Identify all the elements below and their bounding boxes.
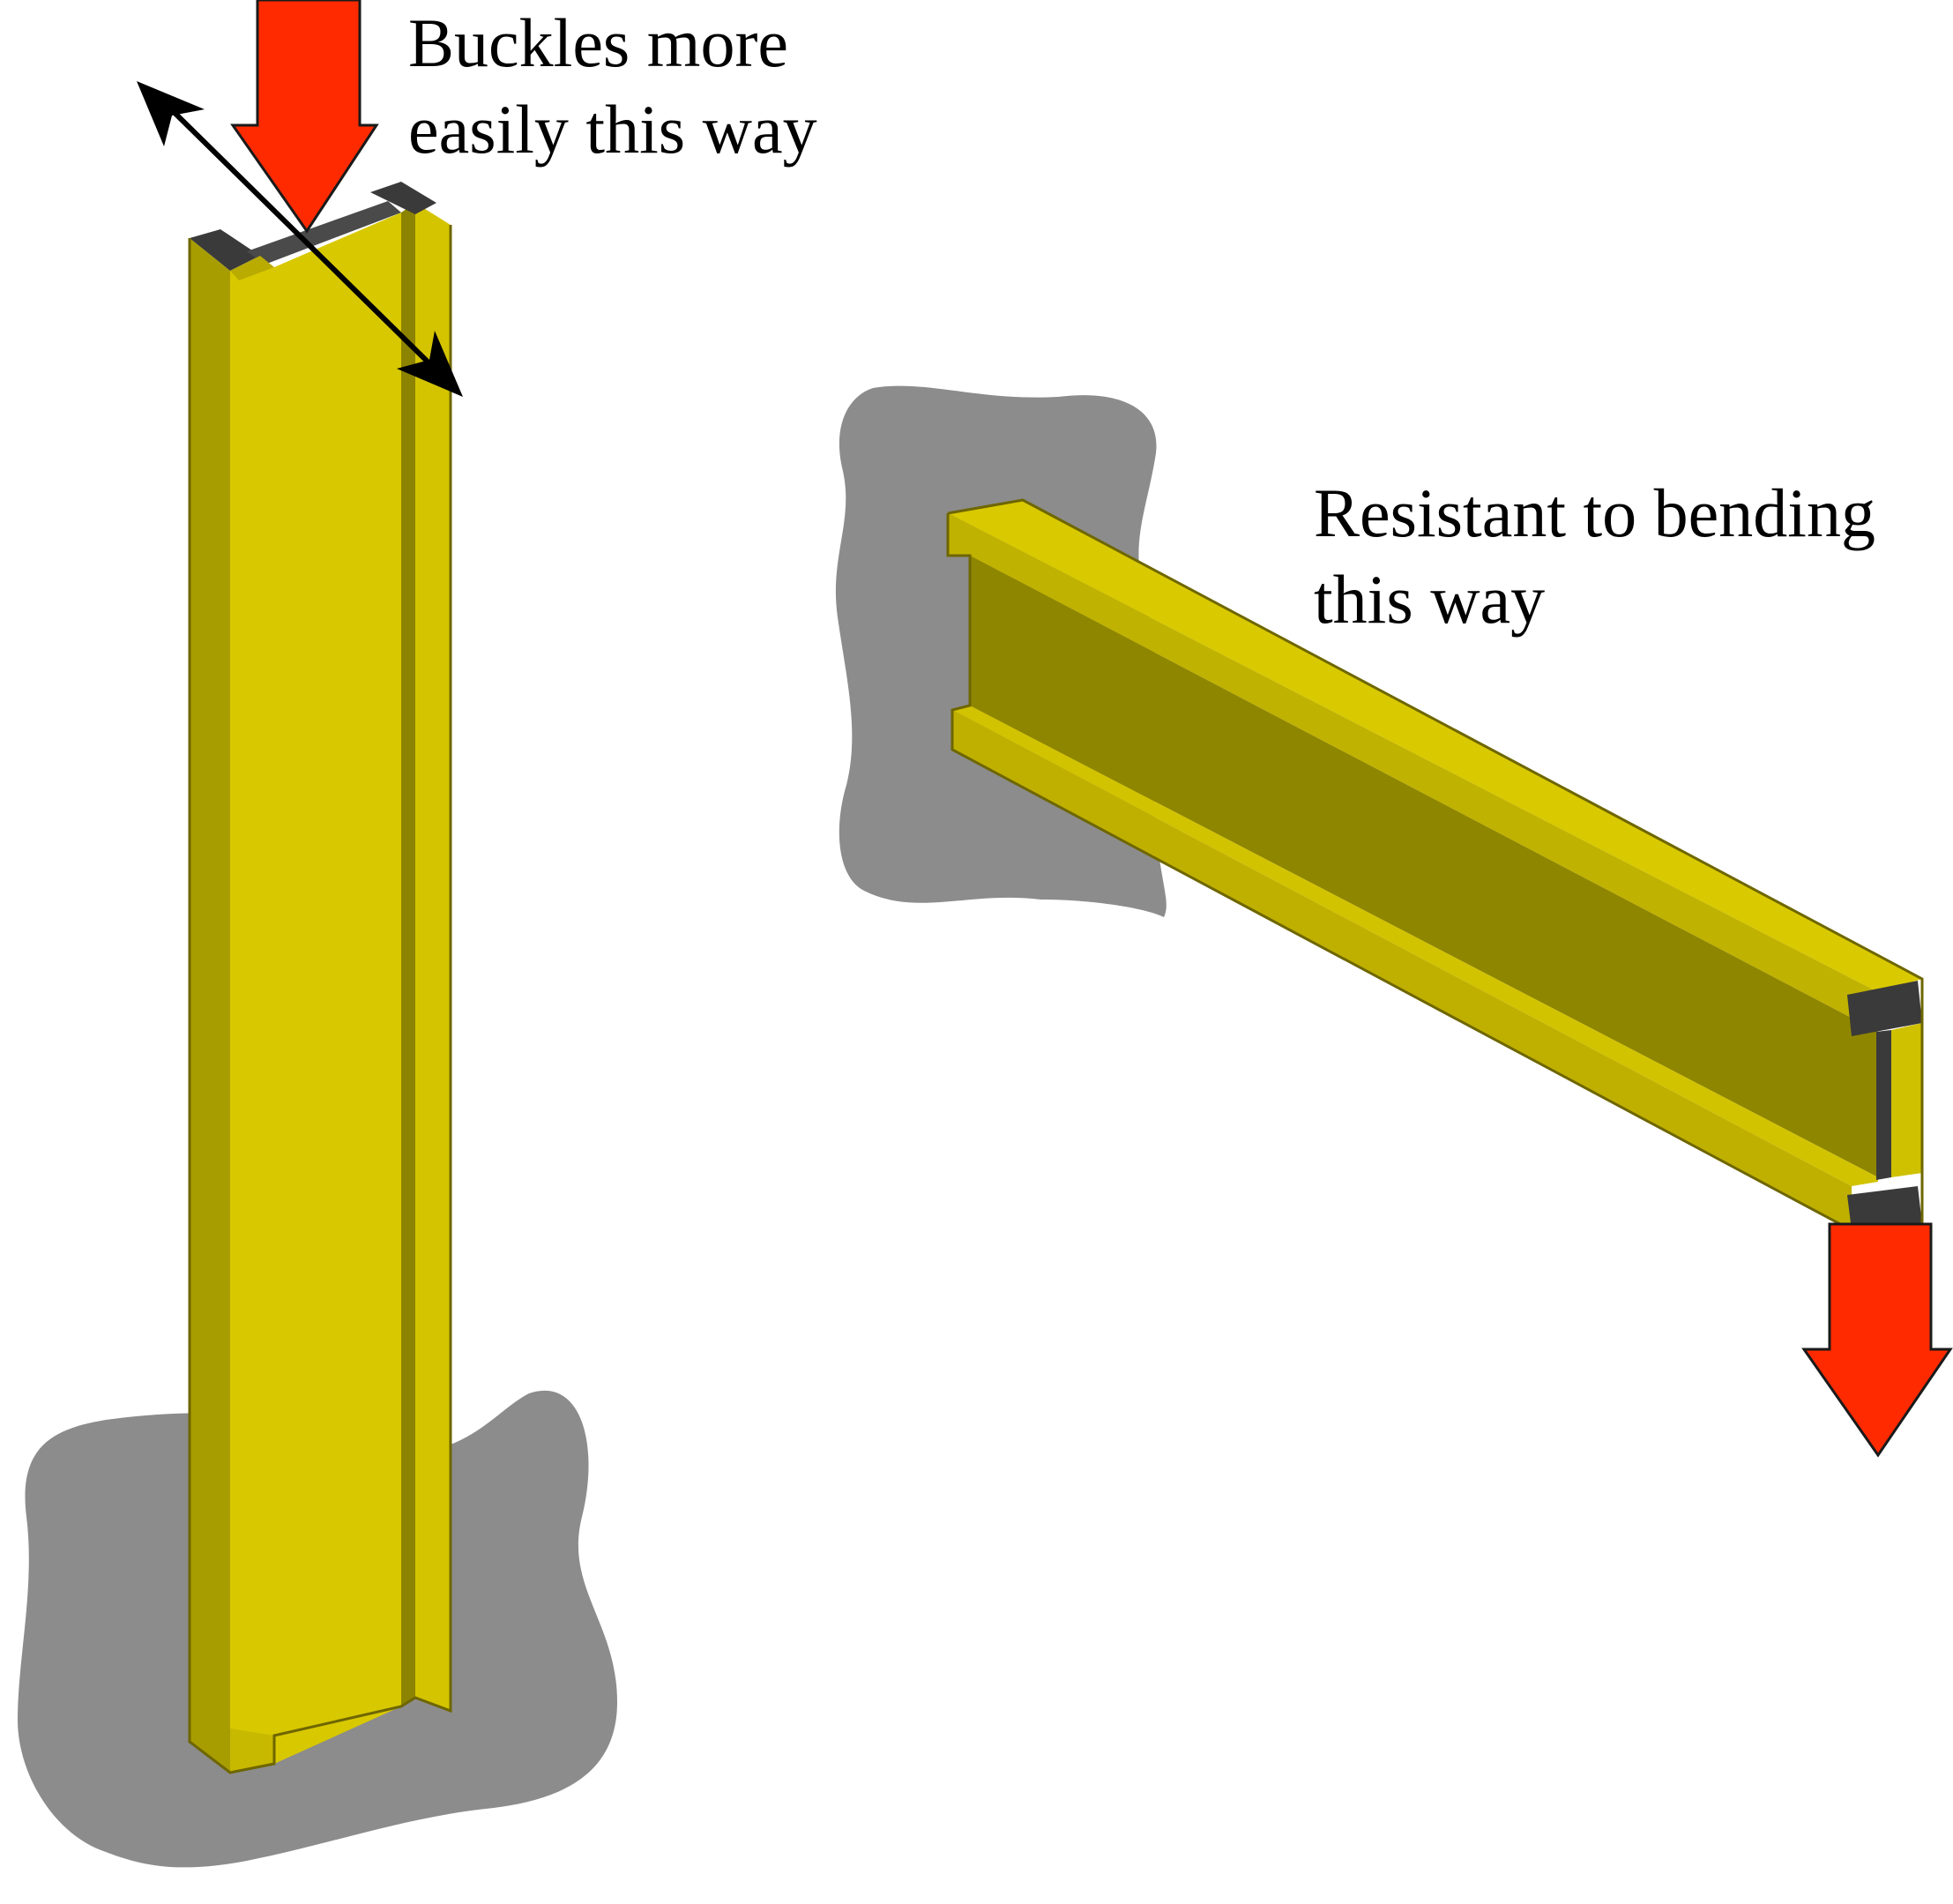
column-outline bbox=[188, 225, 452, 1774]
beam-bottom-flange-front bbox=[952, 710, 1852, 1230]
beam-web-face bbox=[970, 556, 1878, 1177]
beam-top-flange-front bbox=[948, 513, 1878, 1032]
beam-end-cap-top bbox=[1847, 981, 1922, 1036]
beam-annotation-line2: this way bbox=[1314, 561, 1546, 638]
beam-end-cap-bottom bbox=[1847, 1186, 1922, 1230]
buckling-direction-line bbox=[165, 103, 439, 373]
column-load-arrow-icon bbox=[230, 0, 379, 234]
beam-annotation: Resistant to bending this way bbox=[1314, 470, 1875, 643]
column-top-cap-left bbox=[190, 229, 260, 271]
beam-outline bbox=[946, 498, 1924, 1232]
beam-bottom-flange-top bbox=[952, 706, 1878, 1186]
column-top-web bbox=[247, 201, 401, 265]
beam-annotation-line1: Resistant to bending bbox=[1314, 474, 1875, 551]
buckling-arrowhead-up-icon bbox=[137, 81, 205, 146]
column-foot-edge bbox=[230, 1729, 274, 1773]
beam-top-flange-top bbox=[948, 500, 1922, 992]
column-top-flange-left-edge bbox=[230, 256, 274, 280]
beam-end-flange-right bbox=[1891, 1023, 1922, 1177]
column-annotation-line1: Buckles more bbox=[408, 4, 789, 81]
column-right-flange-face bbox=[415, 203, 451, 1711]
buckling-arrowhead-down-icon bbox=[397, 331, 463, 397]
column-web-face bbox=[230, 213, 401, 1773]
column-left-flange-side bbox=[190, 238, 230, 1773]
beam-load-arrow-icon bbox=[1801, 1222, 1953, 1458]
column-annotation-line2: easily this way bbox=[408, 91, 817, 168]
column-right-flange-front bbox=[401, 203, 415, 1706]
column-annotation: Buckles more easily this way bbox=[408, 0, 817, 173]
beam-end-web bbox=[1876, 1030, 1891, 1180]
column-top-cap-right bbox=[370, 182, 436, 214]
